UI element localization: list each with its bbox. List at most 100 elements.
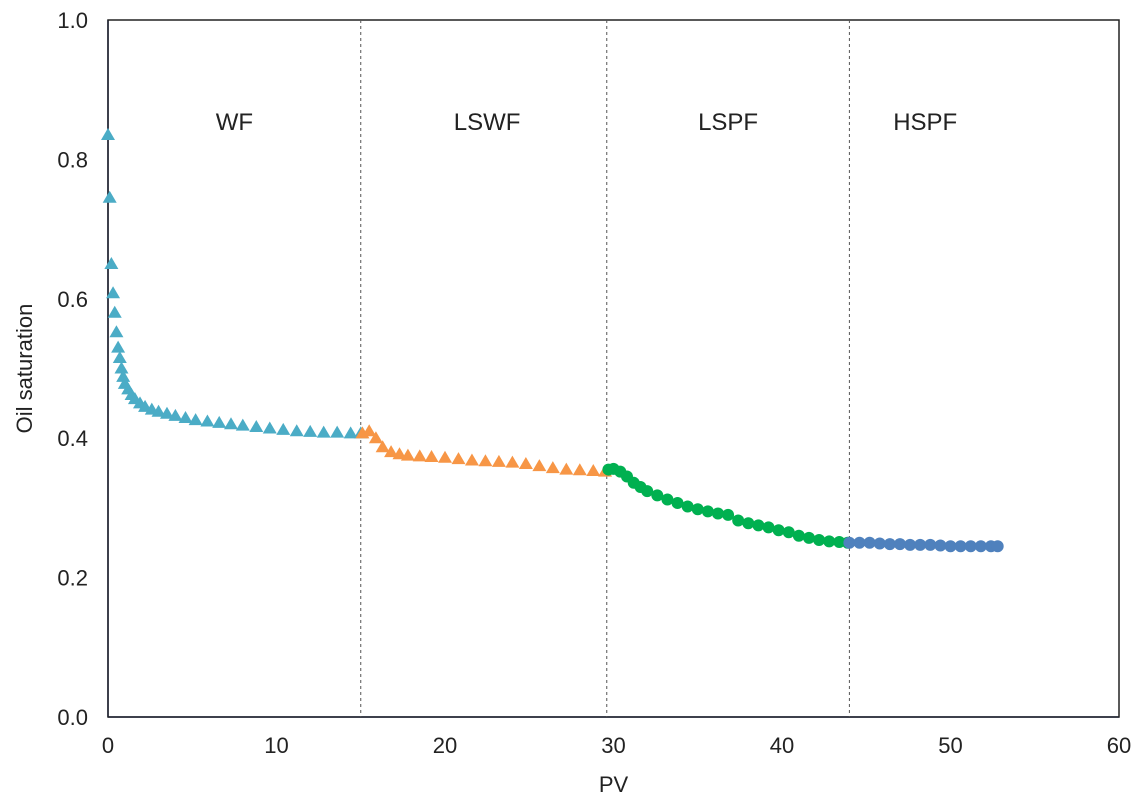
region-label: LSPF bbox=[698, 109, 758, 136]
series bbox=[355, 424, 613, 477]
data-point bbox=[375, 440, 390, 453]
data-point bbox=[843, 536, 856, 549]
data-point bbox=[400, 448, 415, 461]
data-point bbox=[914, 538, 927, 551]
x-tick-label: 40 bbox=[770, 733, 794, 758]
data-point bbox=[289, 424, 304, 437]
data-point bbox=[641, 485, 654, 498]
data-point bbox=[107, 305, 122, 318]
y-tick-label: 0.6 bbox=[57, 287, 88, 312]
data-point bbox=[651, 489, 664, 502]
data-point bbox=[782, 526, 795, 539]
data-point bbox=[904, 538, 917, 551]
y-axis-title: Oil saturation bbox=[12, 304, 37, 434]
x-tick-label: 0 bbox=[102, 733, 114, 758]
data-series bbox=[101, 128, 1004, 553]
data-point bbox=[114, 361, 129, 374]
data-point bbox=[101, 128, 115, 141]
data-point bbox=[368, 431, 383, 444]
data-point bbox=[661, 493, 674, 506]
data-point bbox=[934, 539, 947, 552]
data-point bbox=[224, 417, 239, 430]
data-point bbox=[262, 421, 277, 434]
data-point bbox=[572, 463, 587, 476]
data-point bbox=[518, 456, 533, 469]
data-point bbox=[109, 325, 124, 338]
data-point bbox=[151, 404, 166, 417]
data-point bbox=[681, 500, 694, 513]
region-label: LSWF bbox=[454, 109, 521, 136]
data-point bbox=[853, 536, 866, 549]
data-point bbox=[586, 463, 601, 476]
data-point bbox=[991, 540, 1004, 553]
data-point bbox=[711, 507, 724, 520]
data-point bbox=[316, 425, 331, 438]
series bbox=[843, 536, 1004, 553]
data-point bbox=[732, 514, 745, 527]
y-tick-label: 0.0 bbox=[57, 705, 88, 730]
y-tick-label: 0.2 bbox=[57, 566, 88, 591]
data-point bbox=[106, 286, 121, 299]
data-point bbox=[873, 537, 886, 550]
data-point bbox=[823, 535, 836, 548]
data-point bbox=[974, 540, 987, 553]
x-tick-label: 20 bbox=[433, 733, 457, 758]
data-point bbox=[112, 351, 127, 364]
data-point bbox=[802, 531, 815, 544]
data-point bbox=[235, 418, 250, 431]
x-tick-label: 30 bbox=[601, 733, 625, 758]
series bbox=[602, 462, 854, 549]
x-tick-label: 10 bbox=[264, 733, 288, 758]
region-boundaries bbox=[360, 20, 850, 717]
data-point bbox=[330, 425, 345, 438]
data-point bbox=[303, 424, 318, 437]
region-label: WF bbox=[216, 109, 253, 136]
data-point bbox=[424, 450, 439, 463]
tick-labels: 0 10 20 30 40 50 60 0.0 0.2 0.4 0.6 0.8 1.0 bbox=[57, 8, 1131, 758]
data-point bbox=[412, 449, 427, 462]
data-point bbox=[200, 414, 215, 427]
y-tick-label: 0.8 bbox=[57, 147, 88, 172]
series bbox=[101, 128, 368, 439]
data-point bbox=[742, 517, 755, 530]
data-point bbox=[276, 422, 291, 435]
data-point bbox=[752, 519, 765, 532]
data-point bbox=[188, 413, 203, 426]
data-point bbox=[168, 408, 183, 421]
data-point bbox=[438, 450, 452, 463]
data-point bbox=[451, 452, 466, 465]
data-point bbox=[954, 540, 967, 553]
y-tick-label: 0.4 bbox=[57, 426, 88, 451]
y-tick-label: 1.0 bbox=[57, 8, 88, 33]
data-point bbox=[464, 453, 479, 466]
data-point bbox=[701, 505, 714, 518]
data-point bbox=[178, 410, 193, 423]
data-point bbox=[893, 538, 906, 551]
data-point bbox=[813, 533, 826, 546]
data-point bbox=[964, 540, 977, 553]
data-point bbox=[792, 529, 805, 542]
data-point bbox=[559, 462, 574, 475]
data-point bbox=[491, 454, 506, 467]
data-point bbox=[772, 524, 785, 537]
region-labels: WF LSWF LSPF HSPF bbox=[216, 109, 958, 136]
data-point bbox=[691, 503, 704, 516]
data-point bbox=[545, 461, 560, 474]
data-point bbox=[111, 340, 126, 353]
data-point bbox=[102, 190, 117, 203]
data-point bbox=[478, 454, 493, 467]
axes bbox=[107, 19, 1120, 718]
data-point bbox=[505, 455, 520, 468]
data-point bbox=[212, 415, 227, 428]
plot-frame bbox=[107, 19, 1120, 718]
x-tick-label: 60 bbox=[1107, 733, 1131, 758]
data-point bbox=[532, 459, 547, 472]
data-point bbox=[159, 406, 174, 419]
data-point bbox=[671, 497, 684, 510]
data-point bbox=[944, 540, 957, 553]
data-point bbox=[249, 420, 264, 433]
x-tick-label: 50 bbox=[938, 733, 962, 758]
data-point bbox=[762, 521, 775, 534]
data-point bbox=[863, 536, 876, 549]
